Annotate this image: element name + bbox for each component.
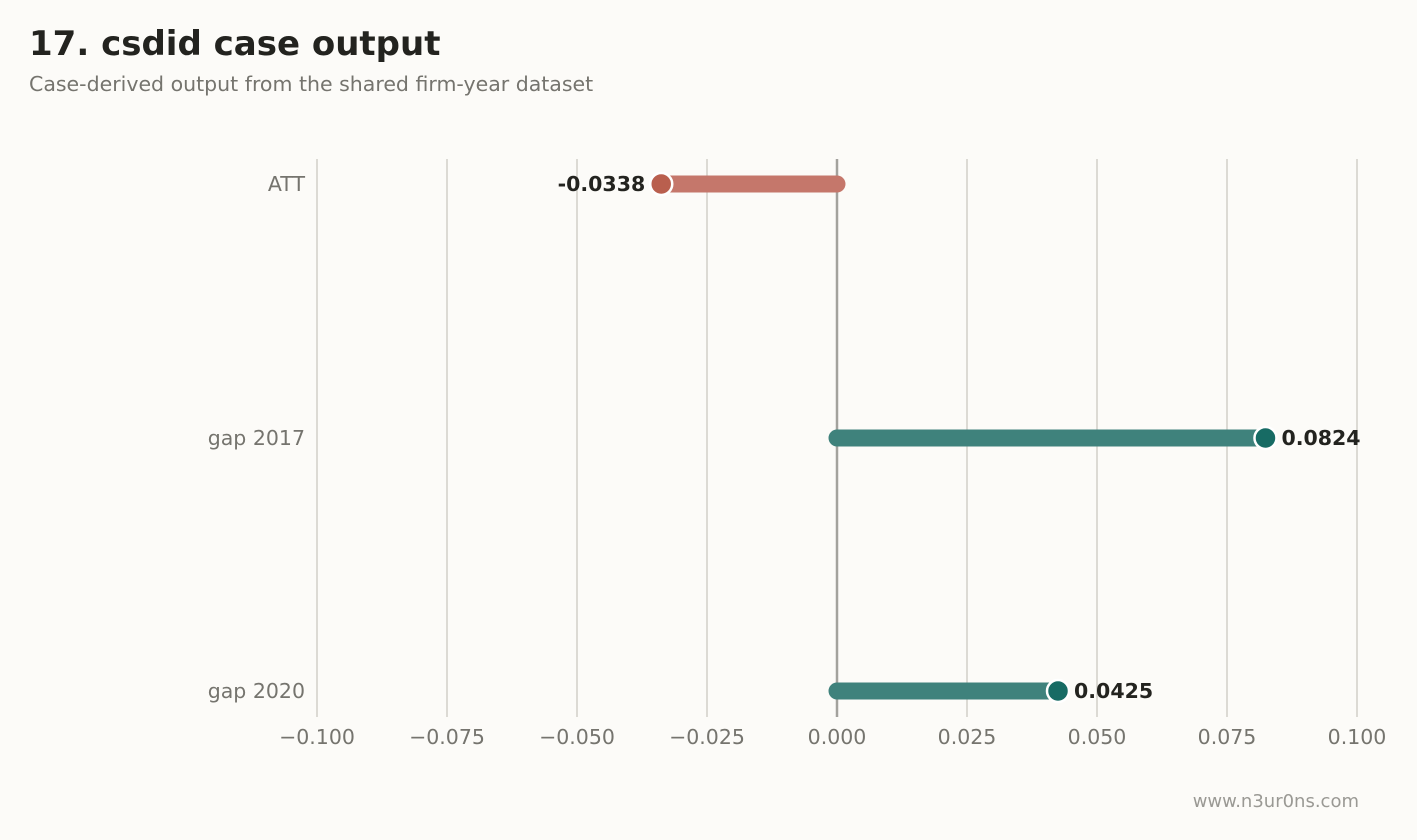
x-tick-label: −0.025 xyxy=(669,725,745,749)
category-labels: ATT gap 2017 gap 2020 xyxy=(208,172,306,703)
x-tick-label: 0.100 xyxy=(1328,725,1387,749)
x-tick-label: −0.050 xyxy=(539,725,615,749)
x-tick-label: 0.000 xyxy=(808,725,867,749)
chart-title: 17. csdid case output xyxy=(29,24,441,64)
value-label: -0.0338 xyxy=(558,172,646,196)
lollipop-dot xyxy=(1253,425,1278,451)
data-marks: -0.0338 0.0824 0.0425 xyxy=(558,171,1361,704)
x-axis-ticks: −0.100 −0.075 −0.050 −0.025 0.000 0.025 0.050 0… xyxy=(279,725,1386,749)
x-tick-label: 0.050 xyxy=(1068,725,1127,749)
x-tick-label: 0.075 xyxy=(1198,725,1257,749)
category-label: gap 2017 xyxy=(208,426,305,450)
x-tick-label: −0.075 xyxy=(409,725,485,749)
category-label: ATT xyxy=(268,172,306,196)
x-tick-label: 0.025 xyxy=(938,725,997,749)
lollipop-dot xyxy=(648,171,674,197)
watermark: www.n3ur0ns.com xyxy=(1192,791,1359,812)
value-label: 0.0425 xyxy=(1074,679,1153,703)
lollipop-dot xyxy=(1045,678,1071,704)
value-label: 0.0824 xyxy=(1281,426,1360,450)
category-label: gap 2020 xyxy=(208,679,305,703)
chart-subtitle: Case-derived output from the shared firm… xyxy=(29,72,594,96)
x-tick-label: −0.100 xyxy=(279,725,355,749)
